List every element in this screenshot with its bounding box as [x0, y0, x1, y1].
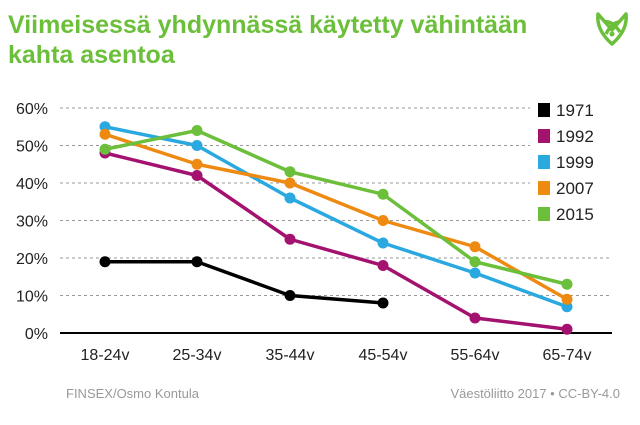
data-point-1992	[284, 233, 296, 245]
data-point-1992	[191, 170, 203, 181]
series-line-2007	[104, 132, 568, 301]
x-tick-label: 55-64v	[451, 347, 500, 364]
y-tick-label: 10%	[16, 289, 48, 306]
legend-swatch-1971	[538, 103, 550, 117]
vaestoliitto-leaf-logo-icon	[596, 12, 628, 46]
series-line-1992	[104, 151, 568, 331]
legend-label: 2015	[556, 205, 594, 224]
series-line-1971	[105, 260, 384, 305]
legend-label: 1971	[556, 101, 594, 120]
data-point-2007	[561, 293, 573, 305]
data-point-2015	[284, 166, 296, 178]
y-tick-label: 30%	[16, 214, 48, 231]
series-line-2015	[104, 128, 568, 286]
data-point-2007	[284, 177, 296, 189]
data-point-2007	[377, 215, 389, 226]
y-tick-label: 60%	[16, 101, 48, 118]
legend-swatch-2015	[538, 207, 550, 221]
series-line-1999	[104, 125, 568, 309]
y-tick-label: 40%	[16, 176, 48, 193]
data-point-1992	[469, 312, 481, 324]
data-point-1999	[191, 140, 203, 151]
x-tick-label: 65-74v	[543, 347, 592, 364]
legend-label: 1992	[556, 127, 594, 146]
data-point-2007	[99, 128, 111, 140]
y-tick-label: 50%	[16, 139, 48, 156]
footer-credit: Väestöliitto 2017 • CC-BY-4.0	[450, 386, 620, 401]
footer-source: FINSEX/Osmo Kontula	[66, 386, 199, 401]
legend-label: 2007	[556, 179, 594, 198]
y-tick-label: 0%	[25, 326, 48, 343]
data-point-2007	[191, 158, 203, 170]
data-point-2015	[469, 256, 481, 268]
x-tick-label: 35-44v	[266, 347, 315, 364]
data-point-1992	[561, 323, 573, 335]
data-point-1999	[469, 267, 481, 279]
legend-swatch-1992	[538, 129, 550, 143]
legend-label: 1999	[556, 153, 594, 172]
x-tick-label: 25-34v	[173, 347, 222, 364]
data-point-1971	[191, 256, 203, 268]
data-point-2015	[561, 278, 573, 290]
chart-title: Viimeisessä yhdynnässä käytetty vähintää…	[8, 11, 528, 69]
legend-swatch-2007	[538, 181, 550, 195]
data-point-2015	[191, 125, 203, 136]
x-tick-label: 18-24v	[81, 347, 130, 364]
x-tick-label: 45-54v	[359, 347, 408, 364]
data-point-1971	[377, 297, 389, 309]
data-point-1971	[99, 256, 111, 268]
data-point-2015	[377, 188, 389, 200]
data-point-1971	[284, 290, 296, 301]
y-tick-label: 20%	[16, 251, 48, 268]
data-point-1999	[377, 237, 389, 249]
legend-swatch-1999	[538, 155, 550, 169]
data-point-1992	[377, 260, 389, 271]
data-point-2007	[469, 241, 481, 253]
data-point-2015	[99, 143, 111, 155]
data-point-1999	[284, 192, 296, 204]
